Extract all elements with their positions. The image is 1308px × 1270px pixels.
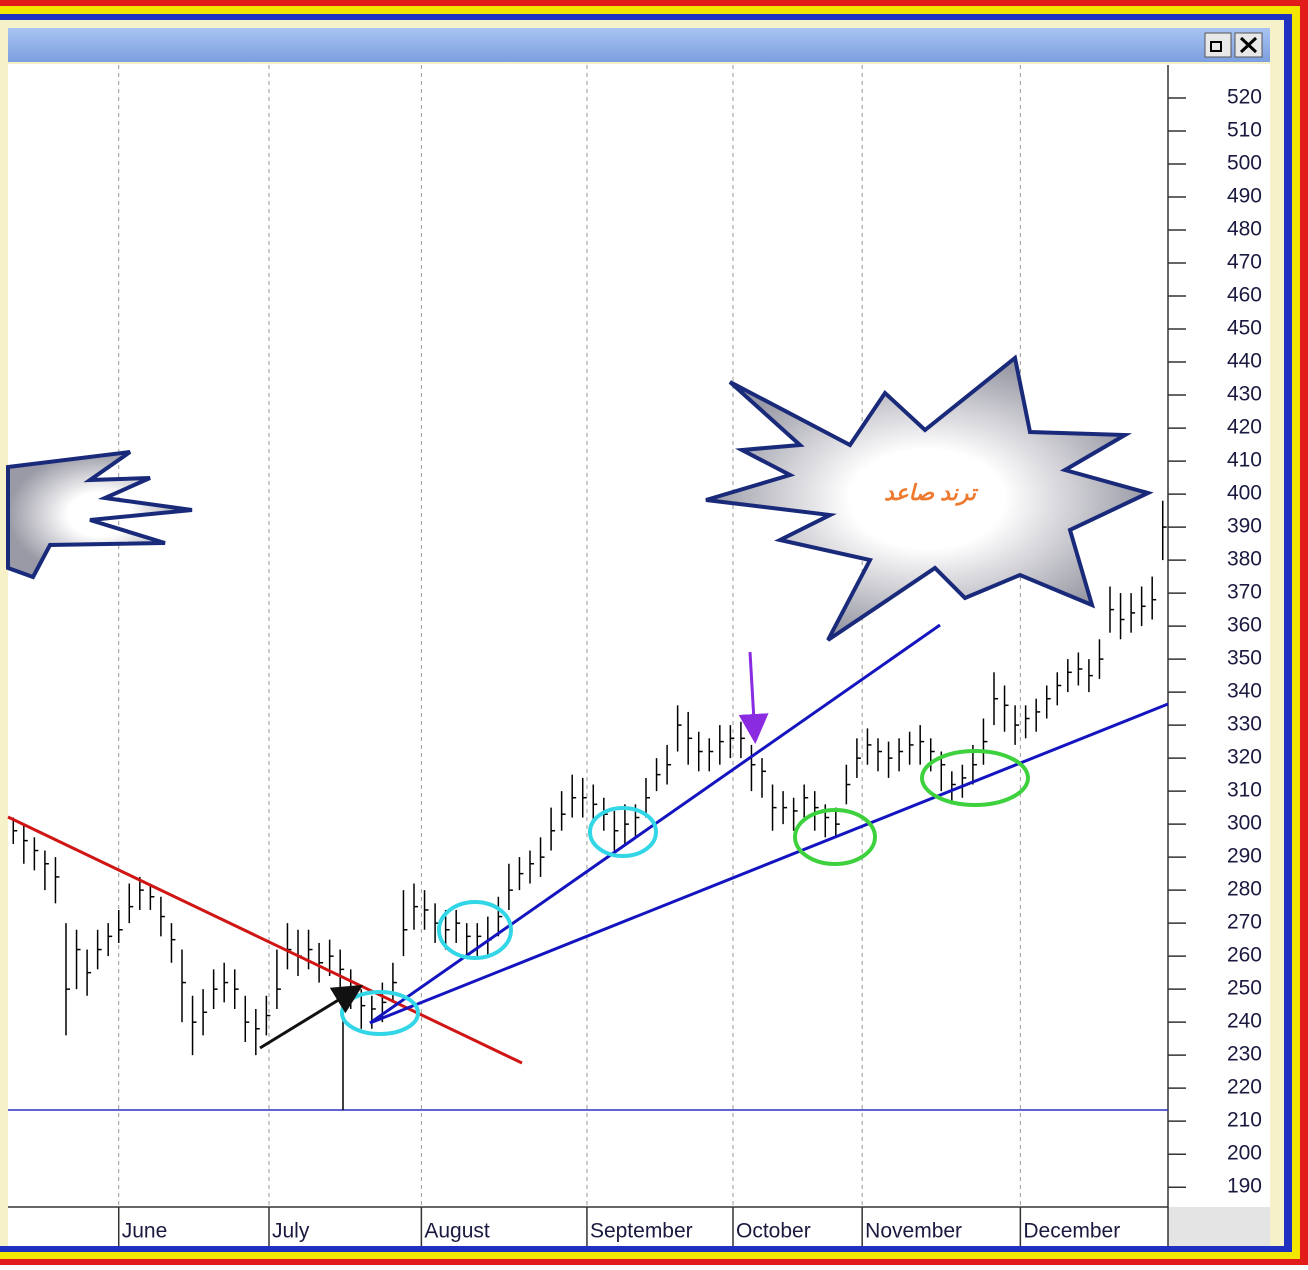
- plot: June July August September October November De…: [8, 65, 1262, 1246]
- y-tick-label: 500: [1227, 152, 1262, 175]
- y-tick-label: 390: [1227, 515, 1262, 538]
- up-trendline: [369, 702, 1169, 1025]
- x-tick-label: December: [1023, 1220, 1120, 1243]
- y-tick-label: 360: [1227, 614, 1262, 637]
- annotation: ترند صاعد: [884, 480, 979, 506]
- chart-area: [8, 64, 1270, 1246]
- y-tick-label: 350: [1227, 647, 1262, 670]
- starburst: [6, 450, 193, 580]
- circle: [920, 749, 1030, 807]
- y-tick-label: 190: [1227, 1175, 1262, 1198]
- y-tick-label: 410: [1227, 449, 1262, 472]
- restore-icon: [1210, 41, 1222, 52]
- y-tick-label: 430: [1227, 383, 1262, 406]
- y-tick-label: 370: [1227, 581, 1262, 604]
- y-tick-label: 230: [1227, 1043, 1262, 1066]
- y-tick-label: 280: [1227, 878, 1262, 901]
- down-trendline: [7, 815, 523, 1065]
- y-tick-label: 240: [1227, 1010, 1262, 1033]
- x-tick-label: June: [122, 1220, 168, 1243]
- corner: [1168, 1207, 1270, 1246]
- y-tick-label: 260: [1227, 944, 1262, 967]
- y-tick-label: 420: [1227, 416, 1262, 439]
- y-tick-label: 330: [1227, 713, 1262, 736]
- x-tick-label: July: [272, 1220, 310, 1243]
- y-tick-label: 520: [1227, 86, 1262, 109]
- y-tick-label: 340: [1227, 680, 1262, 703]
- circle: [437, 900, 513, 960]
- y-tick-label: 210: [1227, 1109, 1262, 1132]
- title-bar: [8, 28, 1270, 62]
- y-tick-label: 490: [1227, 185, 1262, 208]
- x-tick-label: October: [736, 1220, 811, 1243]
- y-tick-label: 270: [1227, 911, 1262, 934]
- y-tick-label: 400: [1227, 482, 1262, 505]
- circle: [793, 808, 877, 866]
- y-tick-label: 290: [1227, 845, 1262, 868]
- y-tick-label: 250: [1227, 977, 1262, 1000]
- starburst: [705, 354, 1154, 642]
- arrow: [738, 651, 769, 744]
- y-tick-label: 310: [1227, 779, 1262, 802]
- y-tick-label: 200: [1227, 1142, 1262, 1165]
- y-tick-label: 460: [1227, 284, 1262, 307]
- circle: [588, 806, 658, 858]
- y-tick-label: 470: [1227, 251, 1262, 274]
- y-tick-label: 320: [1227, 746, 1262, 769]
- y-tick-label: 440: [1227, 350, 1262, 373]
- restore-button[interactable]: [1204, 32, 1232, 58]
- x-tick-label: August: [424, 1220, 490, 1243]
- arrow: [259, 984, 364, 1050]
- close-icon: [1239, 36, 1258, 54]
- y-tick-label: 510: [1227, 119, 1262, 142]
- y-tick-label: 220: [1227, 1076, 1262, 1099]
- y-tick-label: 380: [1227, 548, 1262, 571]
- y-tick-label: 480: [1227, 218, 1262, 241]
- x-tick-label: September: [590, 1220, 693, 1243]
- y-tick-label: 450: [1227, 317, 1262, 340]
- y-tick-label: 300: [1227, 812, 1262, 835]
- x-tick-label: November: [865, 1220, 962, 1243]
